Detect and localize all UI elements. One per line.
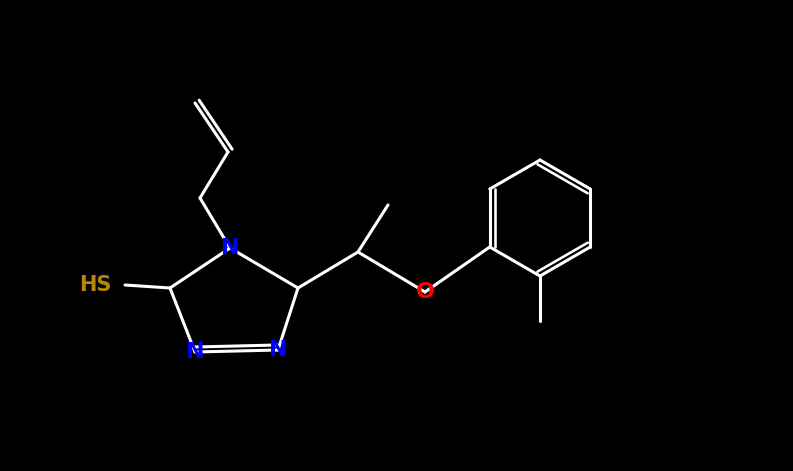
Text: N: N: [186, 342, 205, 362]
Text: O: O: [416, 282, 435, 302]
Text: N: N: [220, 238, 239, 258]
Text: HS: HS: [79, 275, 111, 295]
Text: N: N: [269, 340, 287, 360]
